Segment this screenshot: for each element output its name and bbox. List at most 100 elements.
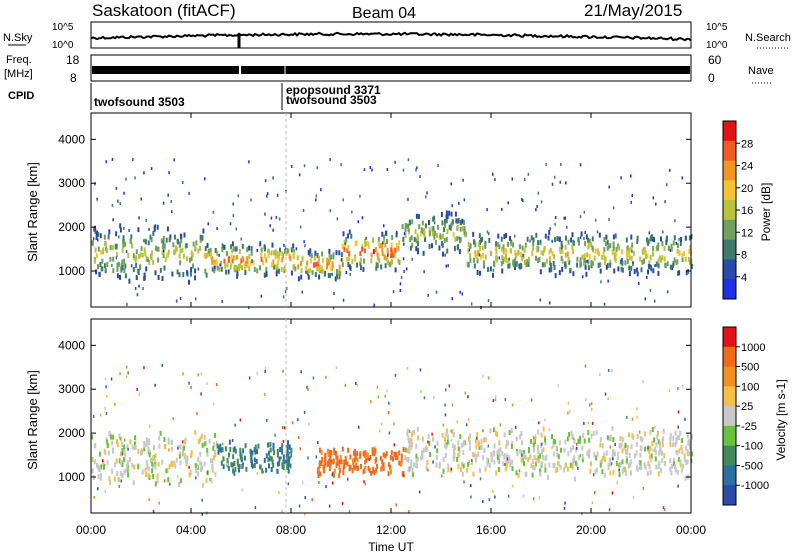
data-cell bbox=[489, 428, 492, 434]
data-cell bbox=[167, 249, 170, 255]
data-cell bbox=[206, 447, 209, 453]
colorbar-swatch bbox=[723, 200, 736, 221]
data-cell bbox=[127, 447, 129, 451]
data-cell bbox=[649, 445, 652, 451]
data-cell bbox=[270, 467, 273, 472]
data-cell bbox=[369, 166, 371, 169]
data-cell bbox=[684, 475, 687, 481]
data-cell bbox=[552, 438, 555, 444]
nsky-tick-bottom: 10^0 bbox=[52, 40, 74, 51]
cpid-label: CPID bbox=[8, 90, 34, 102]
data-cell bbox=[646, 240, 649, 246]
data-cell bbox=[514, 253, 517, 259]
data-cell bbox=[361, 216, 364, 220]
data-cell bbox=[170, 439, 173, 445]
data-cell bbox=[579, 163, 582, 167]
data-cell bbox=[398, 240, 401, 246]
data-cell bbox=[496, 450, 499, 456]
data-cell bbox=[507, 494, 510, 498]
data-cell bbox=[496, 432, 499, 437]
data-cell bbox=[145, 459, 148, 465]
data-cell bbox=[377, 395, 380, 399]
data-cell bbox=[520, 457, 523, 463]
data-cell bbox=[590, 433, 593, 439]
data-cell bbox=[342, 465, 345, 471]
data-cell bbox=[348, 509, 351, 513]
data-cell bbox=[502, 244, 505, 250]
data-cell bbox=[264, 393, 266, 396]
data-cell bbox=[560, 241, 563, 246]
data-cell bbox=[647, 446, 649, 450]
data-cell bbox=[317, 258, 320, 264]
data-cell bbox=[190, 267, 193, 273]
data-cell bbox=[654, 299, 656, 303]
data-cell bbox=[147, 446, 150, 452]
data-cell bbox=[648, 264, 651, 269]
data-cell bbox=[576, 262, 579, 268]
data-cell bbox=[621, 448, 624, 454]
data-cell bbox=[571, 244, 574, 250]
data-cell bbox=[681, 176, 683, 180]
data-cell bbox=[324, 270, 327, 276]
data-cell bbox=[208, 438, 211, 444]
data-cell bbox=[323, 463, 326, 469]
data-cell bbox=[674, 464, 677, 470]
data-cell bbox=[356, 457, 359, 463]
data-cell bbox=[236, 271, 239, 277]
data-cell bbox=[487, 299, 490, 302]
data-cell bbox=[631, 249, 633, 253]
data-cell bbox=[650, 453, 653, 459]
data-cell bbox=[537, 240, 540, 246]
data-cell bbox=[373, 469, 376, 475]
data-cell bbox=[256, 371, 258, 375]
data-cell bbox=[383, 234, 386, 240]
data-cell bbox=[542, 250, 545, 256]
data-cell bbox=[232, 255, 235, 261]
data-cell bbox=[333, 291, 335, 295]
data-cell bbox=[281, 257, 284, 263]
data-cell bbox=[119, 372, 121, 376]
data-cell bbox=[508, 455, 511, 460]
data-cell bbox=[118, 235, 120, 239]
data-cell bbox=[604, 392, 607, 396]
data-cell bbox=[499, 423, 502, 427]
data-cell bbox=[282, 465, 285, 471]
data-cell bbox=[666, 183, 668, 187]
data-cell bbox=[287, 468, 290, 474]
data-cell bbox=[333, 447, 336, 453]
data-cell bbox=[276, 254, 279, 260]
data-cell bbox=[454, 248, 456, 252]
data-cell bbox=[395, 243, 398, 249]
data-cell bbox=[614, 233, 617, 239]
data-cell bbox=[411, 467, 414, 473]
data-cell bbox=[271, 262, 273, 268]
data-cell bbox=[139, 252, 142, 258]
data-cell bbox=[411, 257, 413, 261]
y-tick-label: 1000 bbox=[58, 470, 85, 484]
data-cell bbox=[479, 477, 482, 481]
data-cell bbox=[482, 455, 485, 461]
data-cell bbox=[300, 370, 302, 374]
cpid-entry-2: twofsound 3503 bbox=[286, 93, 377, 107]
data-cell bbox=[523, 461, 525, 467]
data-cell bbox=[419, 368, 422, 372]
data-cell bbox=[533, 497, 535, 501]
data-cell bbox=[675, 436, 678, 442]
data-cell bbox=[183, 445, 185, 451]
data-cell bbox=[621, 267, 624, 273]
data-cell bbox=[316, 166, 318, 170]
data-cell bbox=[498, 452, 501, 458]
data-cell bbox=[250, 245, 253, 251]
data-cell bbox=[442, 233, 445, 239]
power-ylabel: Slant Range [km] bbox=[25, 162, 40, 262]
data-cell bbox=[651, 441, 654, 446]
data-cell bbox=[333, 472, 335, 478]
data-cell bbox=[363, 452, 366, 458]
data-cell bbox=[458, 249, 461, 255]
data-cell bbox=[614, 257, 617, 263]
data-cell bbox=[450, 467, 452, 471]
data-cell bbox=[468, 436, 470, 442]
data-cell bbox=[359, 453, 362, 459]
data-cell bbox=[654, 456, 657, 462]
data-cell bbox=[539, 468, 541, 474]
